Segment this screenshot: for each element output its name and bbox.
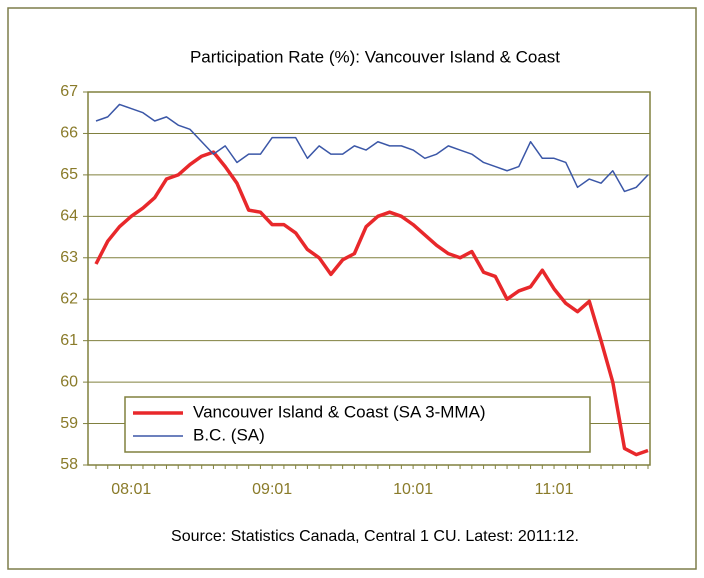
y-tick-label: 62 <box>60 290 78 307</box>
chart-title: Participation Rate (%): Vancouver Island… <box>190 47 560 66</box>
legend-label: Vancouver Island & Coast (SA 3-MMA) <box>193 402 486 421</box>
legend-box <box>124 396 591 453</box>
x-tick-label: 10:01 <box>393 481 433 498</box>
x-tick-label: 08:01 <box>111 481 151 498</box>
y-tick-label: 63 <box>60 249 78 266</box>
source-note: Source: Statistics Canada, Central 1 CU.… <box>171 528 579 545</box>
y-tick-label: 67 <box>60 83 78 100</box>
y-tick-label: 60 <box>60 373 78 390</box>
y-tick-label: 65 <box>60 166 78 183</box>
y-tick-label: 61 <box>60 332 78 349</box>
legend: Vancouver Island & Coast (SA 3-MMA) B.C. … <box>124 396 591 453</box>
y-tick-label: 59 <box>60 415 78 432</box>
plot-area <box>87 91 651 466</box>
x-tick-label: 09:01 <box>252 481 292 498</box>
y-tick-label: 58 <box>60 456 78 473</box>
x-tick-label: 11:01 <box>535 481 574 498</box>
y-tick-label: 64 <box>60 208 78 225</box>
frame <box>7 7 697 570</box>
legend-label: B.C. (SA) <box>193 425 265 444</box>
line-series <box>94 150 649 457</box>
y-tick-label: 66 <box>60 125 78 142</box>
line-series <box>95 103 649 193</box>
